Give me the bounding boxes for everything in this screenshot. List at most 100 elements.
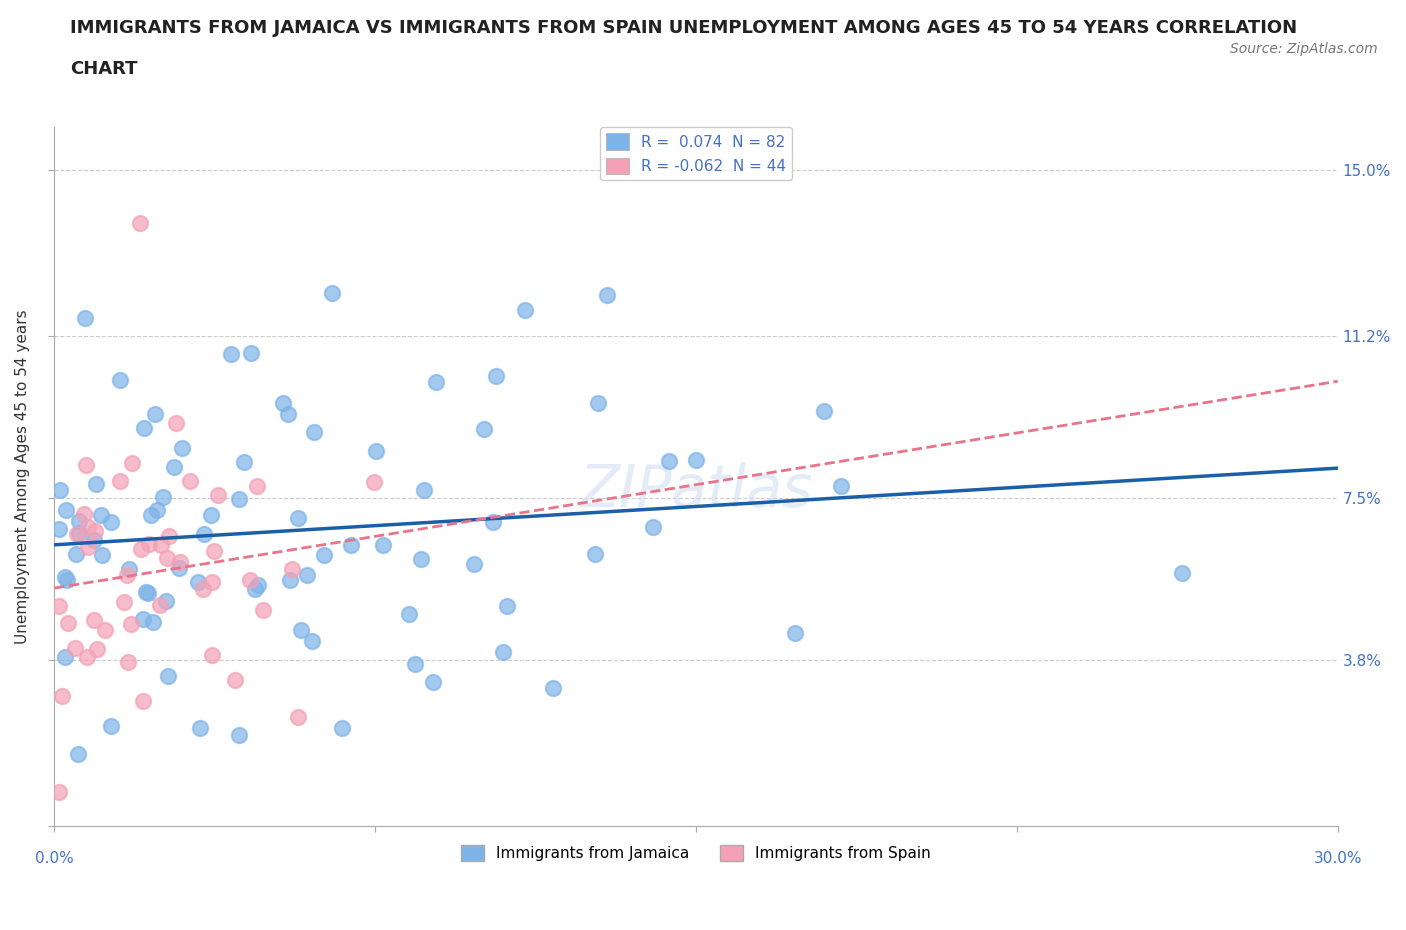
Point [785,626,807,641]
Point [67,746,90,761]
Point [120,617,142,631]
Point [363,475,385,490]
Point [685,453,707,468]
Point [228,727,250,742]
Point [156,669,179,684]
Point [53,650,76,665]
Point [138,537,160,551]
Point [187,575,209,590]
Point [641,520,664,535]
Point [287,710,309,724]
Point [588,395,610,410]
Point [583,547,606,562]
Point [172,440,194,455]
Point [165,415,187,430]
Point [330,720,353,735]
Point [131,694,153,709]
Point [53,570,76,585]
Point [371,538,394,552]
Point [411,551,433,566]
Point [169,554,191,569]
Point [131,541,153,556]
Point [596,287,619,302]
Point [65,640,87,655]
Point [56,616,79,631]
Point [366,444,388,458]
Point [179,474,201,489]
Point [69,525,91,540]
Point [543,681,565,696]
Point [94,622,117,637]
Point [243,582,266,597]
Y-axis label: Unemployment Among Ages 45 to 54 years: Unemployment Among Ages 45 to 54 years [15,309,30,644]
Point [75,458,97,472]
Text: CHART: CHART [70,60,138,78]
Text: ZIPatlas: ZIPatlas [579,462,813,519]
Point [492,644,515,659]
Point [312,547,335,562]
Point [271,396,294,411]
Point [55,502,77,517]
Point [302,425,325,440]
Point [55,572,77,587]
Point [86,477,108,492]
Point [190,721,212,736]
Text: IMMIGRANTS FROM JAMAICA VS IMMIGRANTS FROM SPAIN UNEMPLOYMENT AMONG AGES 45 TO 5: IMMIGRANTS FROM JAMAICA VS IMMIGRANTS FR… [70,19,1298,36]
Point [156,551,179,565]
Point [48,522,70,537]
Point [472,421,495,436]
Point [287,511,309,525]
Point [66,526,89,541]
Point [76,520,98,535]
Point [496,598,519,613]
Point [193,526,215,541]
Point [149,597,172,612]
Point [51,689,73,704]
Point [117,561,139,576]
Point [295,567,318,582]
Point [301,634,323,649]
Text: 0.0%: 0.0% [35,851,73,866]
Point [485,368,508,383]
Point [48,598,70,613]
Point [75,311,97,325]
Point [422,674,444,689]
Point [340,538,363,552]
Point [110,473,132,488]
Point [398,607,420,622]
Point [83,533,105,548]
Point [239,572,262,587]
Point [145,406,167,421]
Point [90,547,112,562]
Point [1170,565,1192,580]
Point [152,490,174,505]
Point [232,455,254,470]
Point [141,508,163,523]
Point [239,345,262,360]
Point [207,488,229,503]
Point [48,784,70,799]
Text: 30.0%: 30.0% [1313,851,1362,866]
Point [201,575,224,590]
Point [155,593,177,608]
Point [463,557,485,572]
Point [142,615,165,630]
Point [830,478,852,493]
Point [425,375,447,390]
Point [84,524,107,538]
Point [513,303,536,318]
Point [83,612,105,627]
Point [86,642,108,657]
Point [200,507,222,522]
Point [146,503,169,518]
Point [482,514,505,529]
Point [658,454,681,469]
Point [321,286,343,300]
Point [100,719,122,734]
Point [163,459,186,474]
Point [221,346,243,361]
Point [246,578,269,592]
Point [90,508,112,523]
Point [48,483,70,498]
Point [278,573,301,588]
